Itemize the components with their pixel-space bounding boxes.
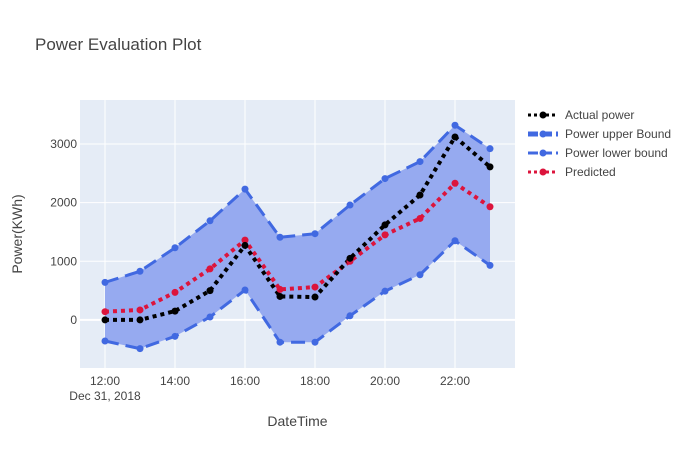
series-lines-layer xyxy=(104,123,492,351)
legend-swatch-marker xyxy=(539,111,547,119)
x-tick-label: 16:00 xyxy=(230,374,260,388)
series-points-layer xyxy=(101,121,494,353)
x-tick-label: 12:00 xyxy=(90,374,120,388)
data-point-0 xyxy=(416,191,424,199)
bounds-fill xyxy=(105,125,490,349)
legend-swatch-marker xyxy=(539,149,547,157)
series-line-0 xyxy=(105,134,492,322)
data-point-3 xyxy=(136,306,144,314)
legend-item[interactable]: Predicted xyxy=(528,165,616,179)
data-point-3 xyxy=(451,179,459,187)
x-axis-title: DateTime xyxy=(267,413,327,429)
chart-title: Power Evaluation Plot xyxy=(35,35,202,54)
data-point-0 xyxy=(276,292,284,300)
data-point-3 xyxy=(416,214,424,222)
data-point-0 xyxy=(171,307,179,315)
data-point-1 xyxy=(311,230,319,238)
data-point-1 xyxy=(241,185,249,193)
data-point-0 xyxy=(451,133,459,141)
data-point-3 xyxy=(381,231,389,239)
data-point-3 xyxy=(276,285,284,293)
legend-swatch-marker xyxy=(539,168,547,176)
data-point-0 xyxy=(241,241,249,249)
data-point-3 xyxy=(311,283,319,291)
legend-swatch-marker xyxy=(539,130,547,138)
data-point-2 xyxy=(276,338,284,346)
data-point-1 xyxy=(381,175,389,183)
data-point-0 xyxy=(381,221,389,229)
data-point-3 xyxy=(486,203,494,211)
data-point-0 xyxy=(136,316,144,324)
x-tick-label: 18:00 xyxy=(300,374,330,388)
x-axis-ticks: 12:00 14:00 16:00 18:00 20:00 22:00 xyxy=(90,374,470,388)
data-point-3 xyxy=(241,236,249,244)
data-point-1 xyxy=(101,278,109,286)
x-tick-label: 14:00 xyxy=(160,374,190,388)
data-point-2 xyxy=(311,338,319,346)
series-line-1 xyxy=(104,123,491,284)
y-tick-label: 3000 xyxy=(50,137,77,151)
legend[interactable]: Actual power Power upper Bound Power lower… xyxy=(528,108,671,179)
legend-item[interactable]: Actual power xyxy=(528,108,634,122)
data-point-2 xyxy=(101,337,109,345)
data-point-1 xyxy=(136,267,144,275)
data-point-0 xyxy=(311,293,319,301)
data-point-1 xyxy=(451,121,459,129)
data-point-3 xyxy=(206,265,214,273)
y-axis-ticks: 0 1000 2000 3000 xyxy=(50,137,77,327)
x-tick-label: 20:00 xyxy=(370,374,400,388)
y-tick-label: 2000 xyxy=(50,196,77,210)
legend-label: Actual power xyxy=(565,108,634,122)
data-point-2 xyxy=(381,287,389,295)
data-point-1 xyxy=(206,217,214,225)
y-axis-title: Power(KWh) xyxy=(9,194,25,273)
y-tick-label: 0 xyxy=(70,313,77,327)
legend-label: Predicted xyxy=(565,165,616,179)
data-point-0 xyxy=(486,163,494,171)
data-point-3 xyxy=(101,308,109,316)
data-point-1 xyxy=(276,233,284,241)
data-point-2 xyxy=(486,261,494,269)
bounds-fill-layer xyxy=(105,125,490,349)
legend-item[interactable]: Power lower bound xyxy=(528,146,668,160)
y-tick-label: 1000 xyxy=(50,254,77,268)
data-point-1 xyxy=(171,244,179,252)
data-point-2 xyxy=(416,271,424,279)
x-tick-label: 22:00 xyxy=(440,374,470,388)
x-date-label: Dec 31, 2018 xyxy=(69,389,141,403)
data-point-2 xyxy=(241,286,249,294)
data-point-0 xyxy=(101,316,109,324)
data-point-2 xyxy=(136,345,144,353)
data-point-1 xyxy=(346,201,354,209)
legend-item[interactable]: Power upper Bound xyxy=(528,127,671,141)
data-point-2 xyxy=(451,237,459,245)
data-point-0 xyxy=(346,254,354,262)
data-point-2 xyxy=(346,312,354,320)
series-line-3 xyxy=(104,181,492,314)
series-line-2 xyxy=(104,239,491,351)
legend-label: Power lower bound xyxy=(565,146,668,160)
data-point-2 xyxy=(206,313,214,321)
data-point-3 xyxy=(171,288,179,296)
data-point-0 xyxy=(206,287,214,295)
data-point-1 xyxy=(486,145,494,153)
legend-label: Power upper Bound xyxy=(565,127,671,141)
data-point-1 xyxy=(416,158,424,166)
data-point-2 xyxy=(171,332,179,340)
